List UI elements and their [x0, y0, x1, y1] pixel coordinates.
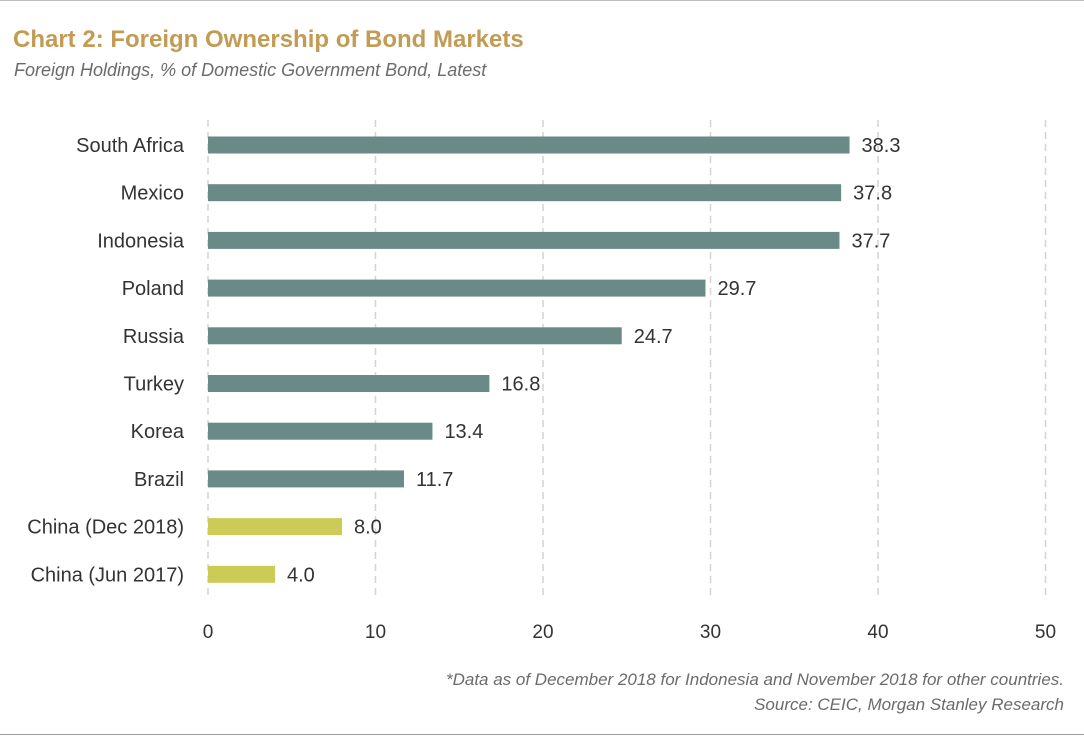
bar-russia	[208, 327, 622, 345]
value-labels: 38.3 37.8 37.7 29.7 24.7 16.8 13.4 11.7 8.0 4.0	[287, 135, 900, 586]
chart-subtitle: Foreign Holdings, % of Domestic Governme…	[14, 60, 487, 80]
value-label: 8.0	[354, 517, 382, 539]
value-label: 37.7	[851, 230, 890, 252]
value-label: 24.7	[634, 326, 673, 348]
bars	[208, 136, 850, 583]
x-tick-label: 10	[365, 622, 386, 643]
value-label: 29.7	[717, 278, 756, 300]
data-note: *Data as of December 2018 for Indonesia …	[445, 670, 1064, 689]
category-label: China (Jun 2017)	[31, 564, 184, 586]
x-tick-label: 50	[1035, 622, 1056, 643]
category-label: Korea	[131, 421, 185, 443]
bar-poland	[208, 279, 706, 297]
value-label: 16.8	[501, 374, 540, 396]
value-label: 37.8	[853, 183, 892, 205]
footnote: *Data as of December 2018 for Indonesia …	[446, 667, 1064, 717]
category-label: Russia	[123, 326, 185, 348]
category-label: China (Dec 2018)	[27, 517, 184, 539]
top-border	[0, 0, 1084, 1]
chart-title: Chart 2: Foreign Ownership of Bond Marke…	[13, 26, 524, 53]
x-tick-label: 40	[867, 622, 888, 643]
bar-brazil	[208, 470, 404, 488]
category-label: Mexico	[121, 183, 184, 205]
value-label: 4.0	[287, 564, 315, 586]
x-axis-ticks: 0 10 20 30 40 50	[203, 622, 1056, 643]
category-labels: South Africa Mexico Indonesia Poland Russia T…	[27, 135, 185, 586]
bar-korea	[208, 422, 433, 440]
x-tick-label: 0	[203, 622, 214, 643]
bar-china-jun-2017	[208, 565, 275, 583]
category-label: Poland	[122, 278, 184, 300]
bar-south-africa	[208, 136, 850, 154]
category-label: Brazil	[134, 469, 184, 491]
bar-turkey	[208, 375, 490, 392]
category-label: South Africa	[76, 135, 185, 157]
value-label: 13.4	[444, 421, 483, 443]
bar-indonesia	[208, 231, 840, 249]
bottom-border	[0, 734, 1084, 735]
x-tick-label: 30	[700, 622, 721, 643]
source-note: Source: CEIC, Morgan Stanley Research	[754, 695, 1064, 714]
bar-china-dec-2018	[208, 518, 342, 536]
bar-mexico	[208, 184, 842, 202]
category-label: Indonesia	[97, 230, 185, 252]
value-label: 11.7	[416, 469, 453, 491]
x-tick-label: 20	[532, 622, 553, 643]
category-label: Turkey	[124, 374, 184, 396]
value-label: 38.3	[862, 135, 901, 157]
